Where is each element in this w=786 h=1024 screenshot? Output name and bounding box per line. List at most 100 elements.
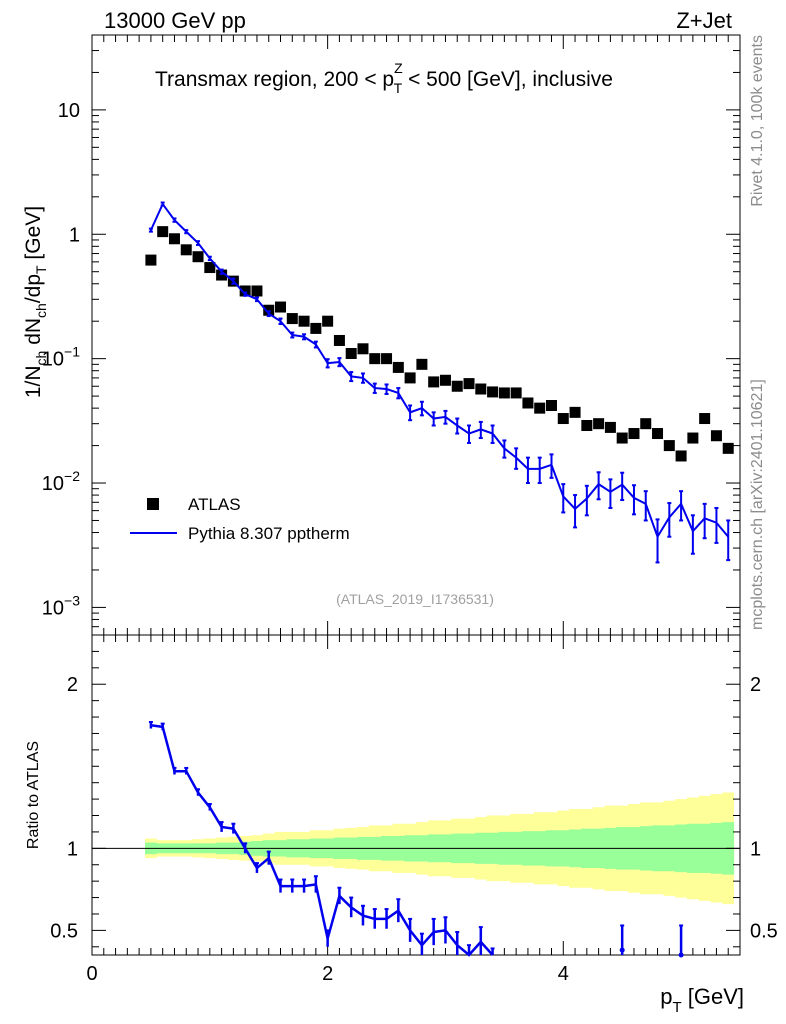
xlabel-sub: T: [672, 999, 681, 1016]
atlas-data-point: [581, 420, 593, 432]
main-y-tick-label: 10−2: [42, 468, 80, 495]
xlabel-main: p: [660, 984, 672, 1009]
main-plot-title: Transmax region, 200 < pZ T < 500 [GeV], …: [155, 60, 613, 96]
atlas-data-point: [286, 313, 298, 325]
atlas-data-point: [616, 432, 628, 444]
atlas-data-point: [428, 376, 440, 388]
atlas-data-point: [416, 358, 428, 370]
tick-exp: −3: [64, 592, 80, 608]
x-tick-label: 2: [322, 963, 333, 985]
mcplots-source-label: mcplots.cern.ch [arXiv:2401.10621]: [749, 379, 766, 630]
atlas-data-point: [263, 304, 275, 316]
ylabel-b: dN: [22, 318, 45, 351]
atlas-data-point: [333, 334, 345, 346]
atlas-data-point: [322, 315, 334, 327]
legend-atlas-label: ATLAS: [188, 495, 241, 514]
tick-exp: −2: [64, 468, 80, 484]
atlas-data-point: [345, 347, 357, 359]
tick-base: 10: [42, 349, 64, 371]
atlas-data-point: [381, 353, 393, 365]
main-y-tick-label: 10: [58, 100, 80, 122]
atlas-data-point: [675, 450, 687, 462]
atlas-data-point: [710, 430, 722, 442]
ratio-plot-frame: [91, 634, 741, 956]
ratio-y-tick-label-right: 0.5: [750, 920, 778, 942]
title-sub: T: [394, 80, 403, 96]
atlas-data-point: [451, 380, 463, 392]
tick-base: 10: [42, 473, 64, 495]
atlas-data-point: [392, 361, 404, 373]
main-y-axis-label: 1/Nch dNch/dpT [GeV]: [22, 206, 49, 398]
title-part2: < 500 [GeV], inclusive: [402, 68, 613, 91]
atlas-data-point: [298, 315, 310, 327]
ratio-point: [619, 947, 625, 953]
atlas-data-point: [699, 413, 711, 425]
atlas-data-point: [652, 428, 664, 440]
ratio-plot-marks: [148, 720, 684, 958]
ylabel-c-sub: T: [33, 265, 49, 274]
atlas-data-point: [640, 418, 652, 430]
atlas-data-point: [168, 233, 180, 245]
ratio-uncertainty-band: [92, 792, 740, 905]
ratio-y-tick-label: 0.5: [50, 920, 78, 942]
atlas-data-point: [475, 383, 487, 395]
atlas-data-point: [722, 442, 734, 454]
rivet-version-label: Rivet 4.1.0, 100k events: [749, 35, 766, 207]
ylabel-d: [GeV]: [22, 206, 45, 266]
ratio-axis-ticks: 0.5 0.5 1 1 2 2 0 2 4: [50, 634, 778, 985]
atlas-data-point: [487, 386, 499, 398]
title-sup: Z: [394, 60, 403, 76]
ratio-y-axis-label: Ratio to ATLAS: [25, 741, 42, 849]
x-axis-label: pT [GeV]: [660, 984, 744, 1016]
atlas-data-point: [180, 244, 192, 256]
pythia-series-line: [149, 202, 729, 540]
legend-atlas-marker: [147, 498, 159, 510]
atlas-data-point: [192, 251, 204, 263]
x-tick-label: 0: [86, 963, 97, 985]
atlas-data-point: [439, 374, 451, 386]
atlas-data-point: [275, 301, 287, 313]
atlas-data-point: [510, 387, 522, 399]
atlas-data-point: [593, 418, 605, 430]
analysis-watermark: (ATLAS_2019_I1736531): [336, 591, 494, 607]
ratio-y-tick-label-right: 1: [750, 838, 761, 860]
atlas-data-point: [628, 428, 640, 440]
ylabel-a-sub: ch: [33, 351, 49, 366]
main-y-tick-label: 1: [69, 224, 80, 246]
atlas-data-point: [498, 387, 510, 399]
atlas-data-point: [545, 400, 557, 412]
ratio-y-tick-label: 2: [67, 674, 78, 696]
ylabel-c: /dp: [22, 274, 45, 303]
atlas-data-point: [357, 343, 369, 355]
main-plot-frame: [91, 34, 741, 636]
xlabel-unit: [GeV]: [682, 984, 744, 1009]
x-tick-label: 4: [558, 963, 569, 985]
ylabel-a: 1/N: [22, 365, 45, 398]
tick-exp: −1: [64, 344, 80, 360]
atlas-data-point: [404, 372, 416, 384]
atlas-data-point: [204, 262, 216, 274]
ylabel-b-sub: ch: [33, 303, 49, 318]
atlas-data-point: [157, 226, 169, 238]
atlas-data-point: [239, 285, 251, 297]
tick-base: 10: [42, 597, 64, 619]
atlas-data-point: [604, 421, 616, 433]
atlas-data-point: [557, 413, 569, 425]
atlas-data-point: [463, 378, 475, 390]
atlas-data-point: [522, 397, 534, 409]
atlas-data-point: [534, 402, 546, 414]
atlas-data-point: [687, 432, 699, 444]
atlas-data-point: [145, 254, 157, 266]
atlas-data-point: [369, 353, 381, 365]
title-part1: Transmax region, 200 < p: [155, 68, 394, 91]
atlas-data-point: [251, 285, 263, 297]
atlas-data-point: [663, 440, 675, 452]
main-plot-marks: [145, 201, 734, 564]
header-right-label: Z+Jet: [676, 8, 732, 33]
legend-pythia-label: Pythia 8.307 pptherm: [188, 524, 350, 543]
ratio-y-tick-label-right: 2: [750, 674, 761, 696]
ratio-y-tick-label: 1: [67, 838, 78, 860]
atlas-data-point: [569, 406, 581, 418]
